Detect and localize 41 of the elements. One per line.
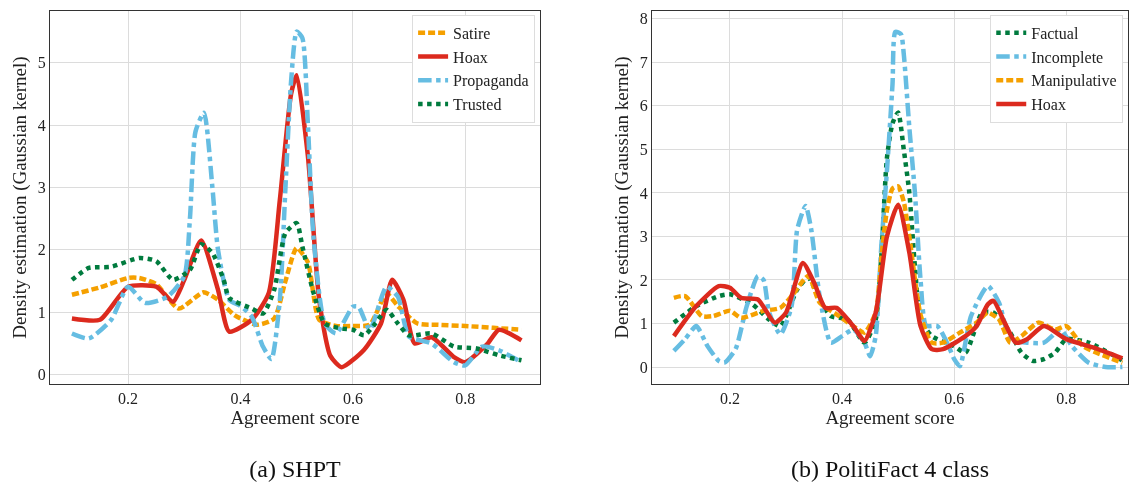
text: (b) PolitiFact 4 class (791, 455, 989, 482)
legend-label: Hoax (453, 48, 488, 66)
y-tick-label: 2 (639, 271, 648, 289)
x-tick-label: 0.2 (118, 390, 139, 408)
y-tick-label: 2 (37, 241, 46, 259)
y-tick-label: 0 (639, 358, 648, 376)
x-axis-title: Agreement score (825, 407, 955, 429)
line-series (69, 220, 524, 363)
x-tick-label: 0.8 (1056, 390, 1077, 408)
y-tick-label: 1 (37, 303, 46, 321)
y-tick-label: 5 (639, 141, 648, 159)
y-tick-label: 5 (37, 54, 46, 72)
x-tick-label: 0.4 (832, 390, 853, 408)
x-tick-label: 0.8 (455, 390, 476, 408)
y-tick-label: 1 (639, 315, 648, 333)
y-tick-label: 6 (639, 97, 648, 115)
y-tick-label: 4 (639, 184, 648, 202)
y-tick-label: 8 (639, 10, 648, 28)
x-tick-label: 0.4 (230, 390, 251, 408)
x-axis-title: Agreement score (230, 407, 360, 429)
y-tick-label: 3 (37, 179, 46, 197)
y-axis-title: Density estimation (Gaussian kernel) (8, 56, 31, 339)
legend-label: Satire (453, 24, 491, 42)
legend-label: Hoax (1031, 96, 1066, 114)
line-series (671, 110, 1125, 364)
y-tick-label: 3 (639, 228, 648, 246)
text: (a) SHPT (249, 455, 341, 482)
legend-label: Incomplete (1031, 48, 1104, 67)
legend-label: Manipulative (1031, 72, 1117, 91)
y-tick-label: 4 (37, 116, 46, 134)
line-series (671, 29, 1125, 370)
x-tick-label: 0.6 (944, 390, 965, 408)
legend-label: Trusted (453, 96, 502, 114)
legend-label: Propaganda (453, 72, 529, 91)
x-tick-label: 0.2 (719, 390, 740, 408)
y-tick-label: 7 (639, 53, 648, 71)
y-axis-title: Density estimation (Gaussian kernel) (610, 56, 633, 339)
y-tick-label: 0 (37, 366, 46, 384)
line-series (69, 245, 524, 332)
x-tick-label: 0.6 (342, 390, 363, 408)
legend-label: Factual (1031, 24, 1079, 42)
